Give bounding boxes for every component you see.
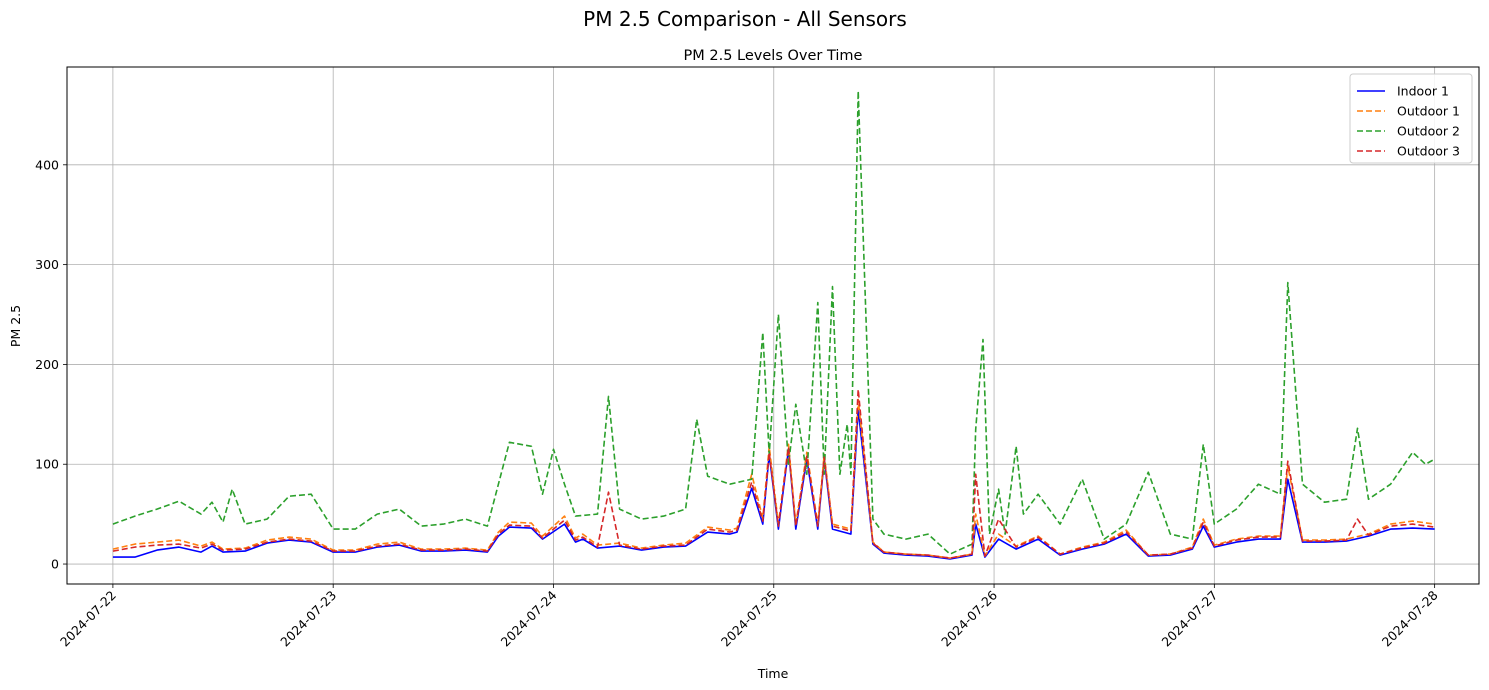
y-tick-label: 100 (35, 457, 59, 472)
grid-lines (67, 67, 1479, 584)
x-tick-label: 2024-07-28 (1379, 587, 1441, 649)
series-line-outdoor-3 (112, 388, 1435, 559)
series-line-outdoor-1 (112, 398, 1435, 559)
x-tick-label: 2024-07-22 (57, 588, 119, 650)
legend: Indoor 1 Outdoor 1 Outdoor 2 Outdoor 3 (1349, 73, 1473, 164)
figure-suptitle: PM 2.5 Comparison - All Sensors (583, 7, 907, 31)
legend-box (1349, 73, 1473, 164)
y-axis-label: PM 2.5 (8, 305, 23, 347)
x-tick-label: 2024-07-26 (938, 587, 1000, 649)
y-axis: 0 100 200 300 400 (35, 157, 67, 572)
x-tick-label: 2024-07-24 (498, 587, 560, 649)
x-axis: 2024-07-22 2024-07-23 2024-07-24 2024-07-25… (57, 584, 1441, 649)
legend-label: Outdoor 1 (1397, 104, 1460, 119)
x-tick-label: 2024-07-25 (718, 588, 780, 650)
legend-label: Outdoor 2 (1397, 124, 1460, 139)
y-tick-label: 300 (35, 257, 59, 272)
legend-label: Outdoor 3 (1397, 144, 1460, 159)
y-tick-label: 200 (35, 357, 59, 372)
x-tick-label: 2024-07-27 (1158, 588, 1220, 650)
legend-label: Indoor 1 (1397, 84, 1449, 99)
plot-area-frame (66, 66, 1480, 585)
series-layer (112, 90, 1435, 560)
x-axis-label: Time (757, 666, 789, 681)
y-tick-label: 400 (35, 157, 59, 172)
chart-title: PM 2.5 Levels Over Time (684, 48, 863, 64)
y-tick-label: 0 (51, 557, 59, 572)
x-tick-label: 2024-07-23 (277, 588, 339, 650)
